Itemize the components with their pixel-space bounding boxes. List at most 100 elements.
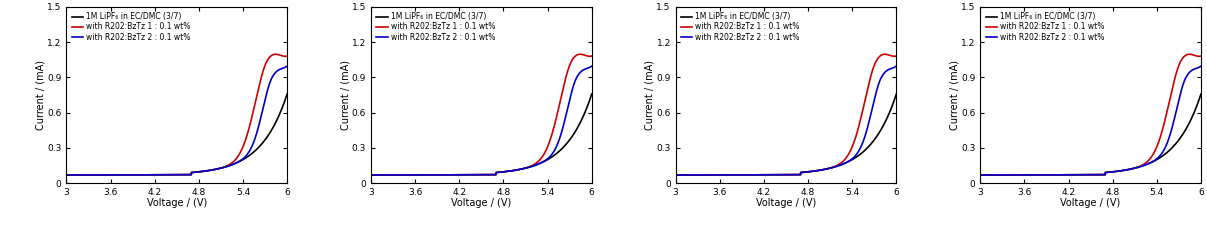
- 1M LiPF₆ in EC/DMC (3/7): [492, 171, 507, 174]
- Line: 1M LiPF₆ in EC/DMC (3/7): 1M LiPF₆ in EC/DMC (3/7): [980, 94, 1201, 175]
- with R202:BzTz 1 : 0.1 wt%: (3.18, 0.07): 0.1 wt%: (3.18, 0.07): [986, 174, 1001, 176]
- with R202:BzTz 1 : 0.1 wt%: (3, 0.07): 0.1 wt%: (3, 0.07): [973, 174, 987, 176]
- with R202:BzTz 1 : 0.1 wt%: (4.91, 0.105): 0.1 wt%: (4.91, 0.105): [200, 169, 215, 172]
- with R202:BzTz 2 : 0.1 wt%: (6, 0.996): 0.1 wt%: (6, 0.996): [1194, 65, 1207, 68]
- with R202:BzTz 1 : 0.1 wt%: (6, 1.08): 0.1 wt%: (6, 1.08): [584, 55, 599, 57]
- 1M LiPF₆ in EC/DMC (3/7): [227, 163, 241, 165]
- with R202:BzTz 2 : 0.1 wt%: (4.74, 0.0931): 0.1 wt%: (4.74, 0.0931): [187, 171, 202, 174]
- Line: 1M LiPF₆ in EC/DMC (3/7): 1M LiPF₆ in EC/DMC (3/7): [676, 94, 897, 175]
- with R202:BzTz 2 : 0.1 wt%: (5.28, 0.163): 0.1 wt%: (5.28, 0.163): [1141, 163, 1155, 165]
- with R202:BzTz 2 : 0.1 wt%: (4.82, 0.0982): 0.1 wt%: (4.82, 0.0982): [1107, 170, 1121, 173]
- with R202:BzTz 2 : 0.1 wt%: (4.91, 0.105): 0.1 wt%: (4.91, 0.105): [1114, 169, 1129, 172]
- with R202:BzTz 1 : 0.1 wt%: (6, 1.08): 0.1 wt%: (6, 1.08): [890, 55, 904, 57]
- with R202:BzTz 1 : 0.1 wt%: (6, 1.08): 0.1 wt%: (6, 1.08): [280, 55, 295, 57]
- with R202:BzTz 1 : 0.1 wt%: (4.91, 0.105): 0.1 wt%: (4.91, 0.105): [1114, 169, 1129, 172]
- with R202:BzTz 1 : 0.1 wt%: (3.18, 0.07): 0.1 wt%: (3.18, 0.07): [378, 174, 392, 176]
- Line: with R202:BzTz 2 : 0.1 wt%: with R202:BzTz 2 : 0.1 wt%: [66, 66, 287, 175]
- 1M LiPF₆ in EC/DMC (3/7): [1194, 93, 1207, 95]
- with R202:BzTz 2 : 0.1 wt%: (3, 0.07): 0.1 wt%: (3, 0.07): [363, 174, 378, 176]
- 1M LiPF₆ in EC/DMC (3/7): [584, 93, 599, 95]
- X-axis label: Voltage / (V): Voltage / (V): [451, 199, 512, 208]
- with R202:BzTz 2 : 0.1 wt%: (4.91, 0.105): 0.1 wt%: (4.91, 0.105): [505, 169, 519, 172]
- with R202:BzTz 2 : 0.1 wt%: (5.28, 0.163): 0.1 wt%: (5.28, 0.163): [835, 163, 850, 165]
- with R202:BzTz 2 : 0.1 wt%: (4.74, 0.0931): 0.1 wt%: (4.74, 0.0931): [492, 171, 507, 174]
- with R202:BzTz 1 : 0.1 wt%: (4.74, 0.0931): 0.1 wt%: (4.74, 0.0931): [797, 171, 811, 174]
- with R202:BzTz 2 : 0.1 wt%: (6, 0.996): 0.1 wt%: (6, 0.996): [584, 65, 599, 68]
- 1M LiPF₆ in EC/DMC (3/7): [803, 170, 817, 173]
- with R202:BzTz 2 : 0.1 wt%: (3.18, 0.07): 0.1 wt%: (3.18, 0.07): [72, 174, 87, 176]
- 1M LiPF₆ in EC/DMC (3/7): [682, 174, 696, 176]
- Line: with R202:BzTz 1 : 0.1 wt%: with R202:BzTz 1 : 0.1 wt%: [980, 54, 1201, 175]
- with R202:BzTz 1 : 0.1 wt%: (5.84, 1.1): 0.1 wt%: (5.84, 1.1): [268, 53, 282, 56]
- with R202:BzTz 2 : 0.1 wt%: (4.82, 0.0982): 0.1 wt%: (4.82, 0.0982): [193, 170, 208, 173]
- Legend: 1M LiPF₆ in EC/DMC (3/7), with R202:BzTz 1 : 0.1 wt%, with R202:BzTz 2 : 0.1 wt%: 1M LiPF₆ in EC/DMC (3/7), with R202:BzTz…: [680, 11, 801, 43]
- with R202:BzTz 2 : 0.1 wt%: (4.74, 0.0931): 0.1 wt%: (4.74, 0.0931): [1101, 171, 1115, 174]
- with R202:BzTz 2 : 0.1 wt%: (4.74, 0.0931): 0.1 wt%: (4.74, 0.0931): [797, 171, 811, 174]
- 1M LiPF₆ in EC/DMC (3/7): [72, 174, 87, 176]
- Line: with R202:BzTz 1 : 0.1 wt%: with R202:BzTz 1 : 0.1 wt%: [676, 54, 897, 175]
- with R202:BzTz 1 : 0.1 wt%: (5.58, 0.731): 0.1 wt%: (5.58, 0.731): [1164, 96, 1178, 99]
- with R202:BzTz 2 : 0.1 wt%: (3.18, 0.07): 0.1 wt%: (3.18, 0.07): [378, 174, 392, 176]
- 1M LiPF₆ in EC/DMC (3/7): [797, 171, 811, 174]
- Line: with R202:BzTz 1 : 0.1 wt%: with R202:BzTz 1 : 0.1 wt%: [371, 54, 591, 175]
- with R202:BzTz 1 : 0.1 wt%: (3.18, 0.07): 0.1 wt%: (3.18, 0.07): [72, 174, 87, 176]
- with R202:BzTz 1 : 0.1 wt%: (5.84, 1.1): 0.1 wt%: (5.84, 1.1): [1182, 53, 1196, 56]
- with R202:BzTz 2 : 0.1 wt%: (6, 0.996): 0.1 wt%: (6, 0.996): [280, 65, 295, 68]
- with R202:BzTz 2 : 0.1 wt%: (3, 0.07): 0.1 wt%: (3, 0.07): [669, 174, 683, 176]
- 1M LiPF₆ in EC/DMC (3/7): [973, 174, 987, 176]
- 1M LiPF₆ in EC/DMC (3/7): [1141, 163, 1155, 165]
- Line: 1M LiPF₆ in EC/DMC (3/7): 1M LiPF₆ in EC/DMC (3/7): [66, 94, 287, 175]
- 1M LiPF₆ in EC/DMC (3/7): [809, 169, 823, 172]
- with R202:BzTz 1 : 0.1 wt%: (3, 0.07): 0.1 wt%: (3, 0.07): [59, 174, 74, 176]
- 1M LiPF₆ in EC/DMC (3/7): [858, 148, 873, 151]
- Y-axis label: Current / (mA): Current / (mA): [950, 60, 960, 130]
- with R202:BzTz 2 : 0.1 wt%: (4.82, 0.0982): 0.1 wt%: (4.82, 0.0982): [497, 170, 512, 173]
- 1M LiPF₆ in EC/DMC (3/7): [59, 174, 74, 176]
- with R202:BzTz 1 : 0.1 wt%: (4.91, 0.105): 0.1 wt%: (4.91, 0.105): [809, 169, 823, 172]
- with R202:BzTz 2 : 0.1 wt%: (5.58, 0.419): 0.1 wt%: (5.58, 0.419): [858, 133, 873, 135]
- 1M LiPF₆ in EC/DMC (3/7): [193, 170, 208, 173]
- with R202:BzTz 2 : 0.1 wt%: (5.58, 0.419): 0.1 wt%: (5.58, 0.419): [1164, 133, 1178, 135]
- with R202:BzTz 1 : 0.1 wt%: (3, 0.07): 0.1 wt%: (3, 0.07): [669, 174, 683, 176]
- 1M LiPF₆ in EC/DMC (3/7): [531, 163, 546, 165]
- with R202:BzTz 1 : 0.1 wt%: (5.84, 1.1): 0.1 wt%: (5.84, 1.1): [573, 53, 588, 56]
- 1M LiPF₆ in EC/DMC (3/7): [249, 148, 263, 151]
- with R202:BzTz 2 : 0.1 wt%: (5.58, 0.419): 0.1 wt%: (5.58, 0.419): [554, 133, 568, 135]
- with R202:BzTz 2 : 0.1 wt%: (5.58, 0.419): 0.1 wt%: (5.58, 0.419): [249, 133, 263, 135]
- 1M LiPF₆ in EC/DMC (3/7): [187, 171, 202, 174]
- 1M LiPF₆ in EC/DMC (3/7): [669, 174, 683, 176]
- X-axis label: Voltage / (V): Voltage / (V): [756, 199, 816, 208]
- with R202:BzTz 1 : 0.1 wt%: (6, 1.08): 0.1 wt%: (6, 1.08): [1194, 55, 1207, 57]
- Line: with R202:BzTz 2 : 0.1 wt%: with R202:BzTz 2 : 0.1 wt%: [371, 66, 591, 175]
- with R202:BzTz 1 : 0.1 wt%: (4.82, 0.0982): 0.1 wt%: (4.82, 0.0982): [497, 170, 512, 173]
- Line: with R202:BzTz 1 : 0.1 wt%: with R202:BzTz 1 : 0.1 wt%: [66, 54, 287, 175]
- 1M LiPF₆ in EC/DMC (3/7): [200, 169, 215, 172]
- with R202:BzTz 1 : 0.1 wt%: (4.74, 0.0931): 0.1 wt%: (4.74, 0.0931): [492, 171, 507, 174]
- with R202:BzTz 1 : 0.1 wt%: (4.82, 0.0982): 0.1 wt%: (4.82, 0.0982): [1107, 170, 1121, 173]
- 1M LiPF₆ in EC/DMC (3/7): [505, 169, 519, 172]
- 1M LiPF₆ in EC/DMC (3/7): [1164, 148, 1178, 151]
- 1M LiPF₆ in EC/DMC (3/7): [554, 148, 568, 151]
- with R202:BzTz 1 : 0.1 wt%: (5.58, 0.731): 0.1 wt%: (5.58, 0.731): [249, 96, 263, 99]
- with R202:BzTz 1 : 0.1 wt%: (3.18, 0.07): 0.1 wt%: (3.18, 0.07): [682, 174, 696, 176]
- Y-axis label: Current / (mA): Current / (mA): [340, 60, 350, 130]
- 1M LiPF₆ in EC/DMC (3/7): [1101, 171, 1115, 174]
- 1M LiPF₆ in EC/DMC (3/7): [1114, 169, 1129, 172]
- with R202:BzTz 2 : 0.1 wt%: (4.91, 0.105): 0.1 wt%: (4.91, 0.105): [200, 169, 215, 172]
- with R202:BzTz 1 : 0.1 wt%: (3, 0.07): 0.1 wt%: (3, 0.07): [363, 174, 378, 176]
- with R202:BzTz 1 : 0.1 wt%: (4.82, 0.0982): 0.1 wt%: (4.82, 0.0982): [803, 170, 817, 173]
- with R202:BzTz 1 : 0.1 wt%: (4.82, 0.0982): 0.1 wt%: (4.82, 0.0982): [193, 170, 208, 173]
- with R202:BzTz 1 : 0.1 wt%: (5.28, 0.186): 0.1 wt%: (5.28, 0.186): [835, 160, 850, 163]
- with R202:BzTz 1 : 0.1 wt%: (4.74, 0.0931): 0.1 wt%: (4.74, 0.0931): [1101, 171, 1115, 174]
- with R202:BzTz 1 : 0.1 wt%: (5.58, 0.731): 0.1 wt%: (5.58, 0.731): [554, 96, 568, 99]
- with R202:BzTz 2 : 0.1 wt%: (3.18, 0.07): 0.1 wt%: (3.18, 0.07): [986, 174, 1001, 176]
- 1M LiPF₆ in EC/DMC (3/7): [1107, 170, 1121, 173]
- with R202:BzTz 1 : 0.1 wt%: (5.28, 0.186): 0.1 wt%: (5.28, 0.186): [531, 160, 546, 163]
- 1M LiPF₆ in EC/DMC (3/7): [497, 170, 512, 173]
- with R202:BzTz 1 : 0.1 wt%: (5.28, 0.186): 0.1 wt%: (5.28, 0.186): [1141, 160, 1155, 163]
- with R202:BzTz 1 : 0.1 wt%: (5.84, 1.1): 0.1 wt%: (5.84, 1.1): [877, 53, 892, 56]
- Line: 1M LiPF₆ in EC/DMC (3/7): 1M LiPF₆ in EC/DMC (3/7): [371, 94, 591, 175]
- with R202:BzTz 2 : 0.1 wt%: (3.18, 0.07): 0.1 wt%: (3.18, 0.07): [682, 174, 696, 176]
- with R202:BzTz 2 : 0.1 wt%: (3, 0.07): 0.1 wt%: (3, 0.07): [973, 174, 987, 176]
- Y-axis label: Current / (mA): Current / (mA): [645, 60, 655, 130]
